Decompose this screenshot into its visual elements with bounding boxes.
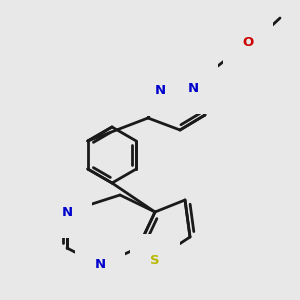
Text: O: O xyxy=(242,35,253,49)
Text: N: N xyxy=(61,206,73,218)
Text: N: N xyxy=(188,82,199,94)
Text: S: S xyxy=(150,254,160,266)
Text: N: N xyxy=(94,259,106,272)
Text: N: N xyxy=(154,83,166,97)
